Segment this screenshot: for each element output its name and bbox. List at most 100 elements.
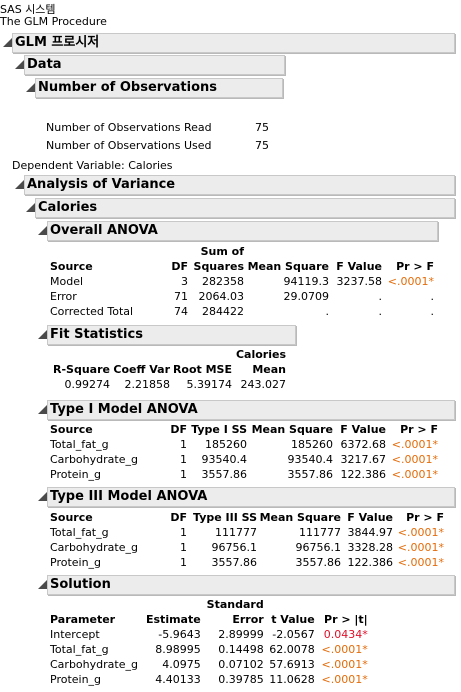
col-header: Pr > |t| bbox=[324, 613, 368, 626]
outline-overall-anova[interactable]: Overall ANOVA bbox=[47, 221, 438, 241]
cell: <.0001* bbox=[391, 453, 438, 466]
outline-type3-anova[interactable]: Type III Model ANOVA bbox=[47, 487, 455, 507]
cell: Protein_g bbox=[50, 556, 102, 569]
obs-read-label: Number of Observations Read bbox=[46, 121, 212, 134]
cell: Model bbox=[50, 275, 84, 288]
table-row: Model 3 282358 94119.3 3237.58 <.0001* bbox=[50, 274, 434, 289]
cell: 0.14498 bbox=[218, 643, 264, 656]
col-header: Calories bbox=[235, 348, 286, 361]
cell: 3328.28 bbox=[347, 541, 394, 554]
cell: <.0001* bbox=[321, 643, 368, 656]
col-header: Standard bbox=[206, 598, 264, 611]
col-header: Mean Square bbox=[259, 511, 341, 524]
cell: 185260 bbox=[205, 438, 247, 451]
table-row: Intercept -5.9643 2.89999 -2.0567 0.0434… bbox=[50, 627, 368, 642]
cell: 1 bbox=[180, 556, 187, 569]
outline-nobs[interactable]: Number of Observations bbox=[35, 78, 283, 98]
cell: 5.39174 bbox=[186, 378, 233, 391]
outline-glm[interactable]: GLM 프로시저 bbox=[12, 33, 455, 53]
cell: Error bbox=[50, 290, 77, 303]
table-row: Error 71 2064.03 29.0709 . . bbox=[50, 289, 434, 304]
table-row: Carbohydrate_g 4.0975 0.07102 57.6913 <.… bbox=[50, 657, 368, 672]
outline-calories[interactable]: Calories bbox=[35, 198, 455, 218]
cell: -5.9643 bbox=[158, 628, 201, 641]
col-header: F Value bbox=[340, 423, 386, 436]
cell: <.0001* bbox=[391, 438, 438, 451]
type1-anova-table: Source DF Type I SS Mean Square F Value … bbox=[50, 422, 438, 482]
cell: 1 bbox=[180, 438, 187, 451]
cell: 29.0709 bbox=[283, 290, 330, 303]
col-header: Type III SS bbox=[193, 511, 257, 524]
collapse-triangle-icon[interactable] bbox=[38, 405, 47, 414]
cell: 74 bbox=[174, 305, 188, 318]
collapse-triangle-icon[interactable] bbox=[26, 203, 35, 212]
cell: 284422 bbox=[202, 305, 244, 318]
col-header: Root MSE bbox=[172, 363, 232, 376]
cell: 3844.97 bbox=[347, 526, 394, 539]
col-header: R-Square bbox=[53, 363, 110, 376]
cell: 185260 bbox=[291, 438, 333, 451]
outline-type1-anova[interactable]: Type I Model ANOVA bbox=[47, 400, 455, 420]
cell: 3 bbox=[181, 275, 188, 288]
table-row: Carbohydrate_g 1 93540.4 93540.4 3217.67… bbox=[50, 452, 438, 467]
table-row: Protein_g 4.40133 0.39785 11.0628 <.0001… bbox=[50, 672, 368, 687]
cell: 96756.1 bbox=[211, 541, 258, 554]
col-header: DF bbox=[170, 423, 187, 436]
obs-used-label: Number of Observations Used bbox=[46, 139, 212, 152]
table-row: Carbohydrate_g 1 96756.1 96756.1 3328.28… bbox=[50, 540, 444, 555]
cell: <.0001* bbox=[391, 468, 438, 481]
obs-used-value: 75 bbox=[255, 139, 269, 152]
cell: 3557.86 bbox=[287, 468, 334, 481]
col-header: Type I SS bbox=[191, 423, 247, 436]
cell: -2.0567 bbox=[272, 628, 315, 641]
cell: 122.386 bbox=[340, 468, 387, 481]
outline-anova[interactable]: Analysis of Variance bbox=[24, 175, 455, 195]
table-row: Total_fat_g 8.98995 0.14498 62.0078 <.00… bbox=[50, 642, 368, 657]
cell: 94119.3 bbox=[283, 275, 330, 288]
col-header: Source bbox=[50, 423, 93, 436]
collapse-triangle-icon[interactable] bbox=[38, 492, 47, 501]
outline-fit-statistics[interactable]: Fit Statistics bbox=[47, 325, 296, 345]
cell: 3217.67 bbox=[340, 453, 387, 466]
cell: 3237.58 bbox=[336, 275, 383, 288]
cell: Total_fat_g bbox=[50, 643, 109, 656]
cell: 3557.86 bbox=[295, 556, 342, 569]
collapse-triangle-icon[interactable] bbox=[15, 180, 24, 189]
table-row: Protein_g 1 3557.86 3557.86 122.386 <.00… bbox=[50, 467, 438, 482]
col-header: F Value bbox=[336, 260, 382, 273]
collapse-triangle-icon[interactable] bbox=[3, 38, 12, 47]
collapse-triangle-icon[interactable] bbox=[26, 83, 35, 92]
cell: Carbohydrate_g bbox=[50, 453, 138, 466]
outline-solution[interactable]: Solution bbox=[47, 575, 455, 595]
cell: . bbox=[430, 305, 435, 318]
collapse-triangle-icon[interactable] bbox=[38, 580, 47, 589]
col-header: Estimate bbox=[146, 613, 201, 626]
outline-data[interactable]: Data bbox=[24, 55, 285, 75]
cell: 11.0628 bbox=[269, 673, 315, 686]
col-header: Pr > F bbox=[396, 260, 434, 273]
col-header: t Value bbox=[271, 613, 315, 626]
collapse-triangle-icon[interactable] bbox=[38, 226, 47, 235]
col-header: DF bbox=[171, 260, 188, 273]
collapse-triangle-icon[interactable] bbox=[38, 330, 47, 339]
cell: <.0001* bbox=[321, 658, 368, 671]
col-header: Parameter bbox=[50, 613, 116, 626]
cell: Intercept bbox=[50, 628, 100, 641]
table-row: Total_fat_g 1 111777 111777 3844.97 <.00… bbox=[50, 525, 444, 540]
cell: 1 bbox=[180, 468, 187, 481]
cell: . bbox=[325, 305, 330, 318]
table-row: 0.99274 2.21858 5.39174 243.027 bbox=[50, 377, 287, 392]
cell: Carbohydrate_g bbox=[50, 541, 138, 554]
col-header: Mean Square bbox=[247, 260, 329, 273]
cell: 4.0975 bbox=[162, 658, 201, 671]
col-header: Pr > F bbox=[406, 511, 444, 524]
cell: 96756.1 bbox=[295, 541, 342, 554]
cell: 0.07102 bbox=[218, 658, 264, 671]
collapse-triangle-icon[interactable] bbox=[15, 60, 24, 69]
table-row: Total_fat_g 1 185260 185260 6372.68 <.00… bbox=[50, 437, 438, 452]
table-row: Corrected Total 74 284422 . . . bbox=[50, 304, 434, 319]
cell: 111777 bbox=[215, 526, 257, 539]
system-title: SAS 시스템 bbox=[0, 3, 56, 16]
col-header: DF bbox=[170, 511, 187, 524]
cell: <.0001* bbox=[397, 556, 444, 569]
